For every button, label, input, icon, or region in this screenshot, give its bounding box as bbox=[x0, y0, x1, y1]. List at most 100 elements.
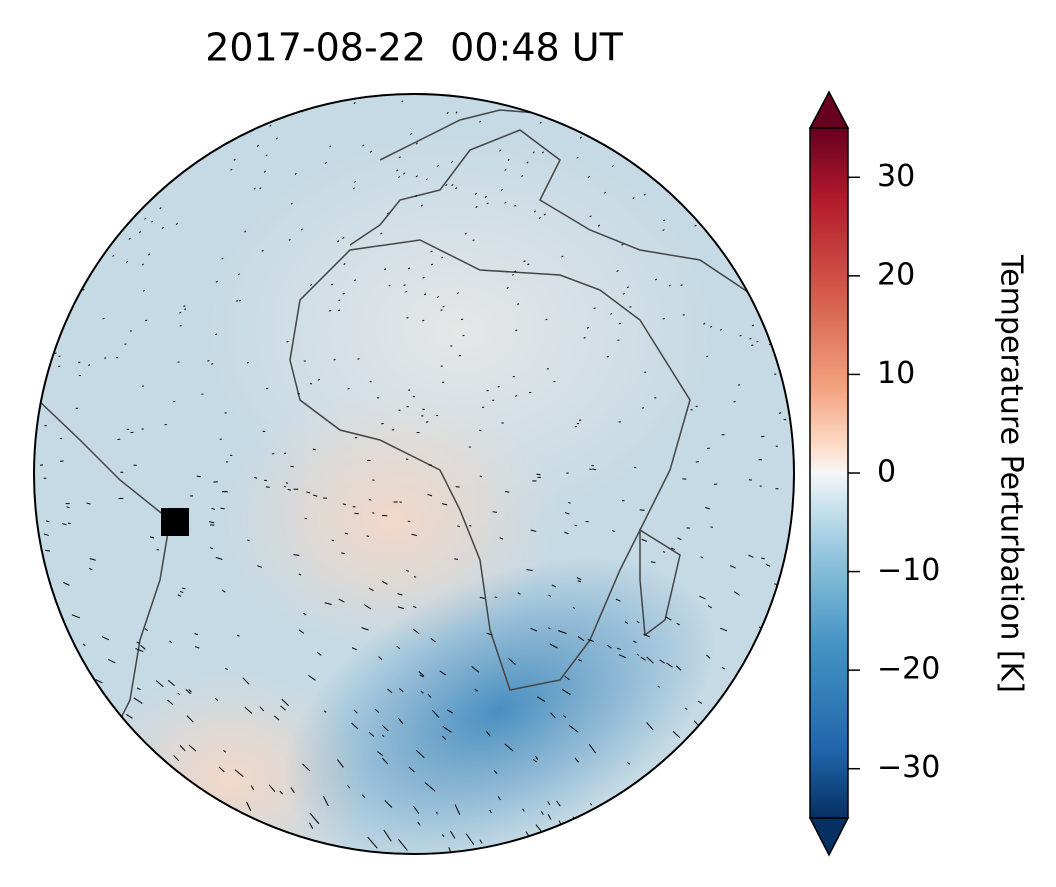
wind-dash bbox=[160, 102, 163, 105]
wind-dash bbox=[666, 662, 673, 668]
wind-dash bbox=[269, 124, 272, 127]
wind-dash bbox=[527, 263, 530, 266]
wind-dash bbox=[411, 533, 418, 537]
wind-dash bbox=[155, 680, 164, 688]
wind-dash bbox=[159, 207, 162, 210]
wind-dash bbox=[54, 221, 58, 223]
wind-dash bbox=[691, 766, 699, 775]
wind-dash bbox=[83, 127, 86, 130]
wind-dash bbox=[624, 621, 629, 624]
colorbar-body bbox=[809, 127, 849, 819]
wind-dash bbox=[43, 533, 49, 536]
wind-dash bbox=[129, 736, 137, 746]
wind-dash bbox=[167, 699, 174, 706]
wind-dash bbox=[419, 674, 424, 678]
wind-dash bbox=[77, 95, 80, 98]
wind-dash bbox=[654, 278, 658, 281]
wind-dash bbox=[121, 786, 127, 793]
wind-dash bbox=[398, 717, 404, 725]
wind-dash bbox=[425, 178, 428, 181]
wind-dash bbox=[82, 245, 85, 248]
wind-dash bbox=[179, 745, 186, 752]
wind-dash bbox=[257, 565, 263, 568]
wind-dash bbox=[268, 784, 276, 793]
wind-dash bbox=[92, 216, 95, 219]
wind-dash bbox=[616, 270, 619, 272]
wind-dash bbox=[427, 693, 432, 698]
wind-dash bbox=[230, 168, 233, 171]
wind-dash bbox=[706, 355, 709, 358]
wind-dash bbox=[489, 94, 493, 97]
wind-dash bbox=[492, 511, 497, 513]
wind-dash bbox=[237, 273, 240, 276]
wind-dash bbox=[136, 687, 141, 691]
wind-dash bbox=[669, 819, 675, 827]
wind-dash bbox=[727, 114, 730, 118]
wind-dash bbox=[499, 537, 504, 540]
wind-dash bbox=[505, 491, 510, 493]
wind-dash bbox=[175, 222, 178, 226]
wind-dash bbox=[504, 743, 514, 752]
wind-dash bbox=[281, 698, 289, 706]
wind-dash bbox=[87, 196, 90, 199]
wind-dash bbox=[677, 537, 682, 541]
wind-dash bbox=[180, 804, 188, 814]
wind-dash bbox=[89, 567, 93, 571]
wind-dash bbox=[564, 531, 569, 535]
wind-dash bbox=[124, 343, 127, 345]
wind-dash bbox=[309, 284, 313, 286]
wind-dash bbox=[125, 260, 129, 263]
wind-dash bbox=[381, 734, 385, 737]
wind-dash bbox=[533, 210, 536, 213]
wind-dash bbox=[290, 202, 293, 205]
wind-dash bbox=[105, 186, 108, 189]
wind-dash bbox=[151, 795, 154, 798]
wind-dash bbox=[209, 521, 215, 524]
wind-dash bbox=[224, 667, 229, 671]
wind-dash bbox=[322, 795, 329, 807]
wind-dash bbox=[734, 591, 740, 596]
wind-dash bbox=[309, 812, 320, 825]
wind-dash bbox=[180, 827, 184, 833]
wind-dash bbox=[720, 627, 728, 632]
wind-dash bbox=[479, 120, 482, 123]
wind-dash bbox=[122, 799, 128, 807]
wind-dash bbox=[636, 620, 640, 624]
colorbar-tick-label: 0 bbox=[877, 455, 896, 490]
wind-dash bbox=[96, 176, 99, 179]
wind-dash bbox=[597, 224, 601, 227]
wind-dash bbox=[766, 212, 769, 215]
wind-dash bbox=[522, 808, 525, 812]
wind-dash bbox=[351, 722, 359, 730]
wind-dash bbox=[589, 802, 592, 806]
wind-dash bbox=[424, 293, 427, 296]
wind-dash bbox=[704, 128, 707, 132]
wind-dash bbox=[337, 240, 340, 243]
wind-dash bbox=[247, 539, 250, 542]
wind-dash bbox=[95, 679, 103, 684]
wind-dash bbox=[401, 100, 404, 103]
wind-dash bbox=[407, 267, 411, 270]
wind-dash bbox=[662, 229, 665, 231]
wind-dash bbox=[261, 249, 264, 252]
wind-dash bbox=[610, 313, 613, 315]
wind-dash bbox=[194, 646, 200, 649]
wind-dash bbox=[67, 798, 76, 808]
wind-dash bbox=[244, 706, 253, 714]
wind-dash bbox=[632, 197, 635, 200]
wind-dash bbox=[302, 763, 311, 772]
wind-dash bbox=[388, 284, 391, 287]
wind-dash bbox=[422, 319, 425, 322]
wind-dash bbox=[547, 801, 551, 806]
wind-dash bbox=[210, 547, 213, 550]
wind-dash bbox=[353, 102, 356, 105]
wind-dash bbox=[412, 605, 417, 609]
wind-dash bbox=[675, 665, 682, 671]
wind-dash bbox=[256, 144, 259, 147]
wind-dash bbox=[179, 590, 184, 594]
wind-dash bbox=[338, 299, 341, 302]
wind-dash bbox=[587, 175, 590, 178]
wind-dash bbox=[765, 563, 771, 567]
wind-dash bbox=[462, 334, 465, 337]
wind-dash bbox=[604, 191, 607, 194]
